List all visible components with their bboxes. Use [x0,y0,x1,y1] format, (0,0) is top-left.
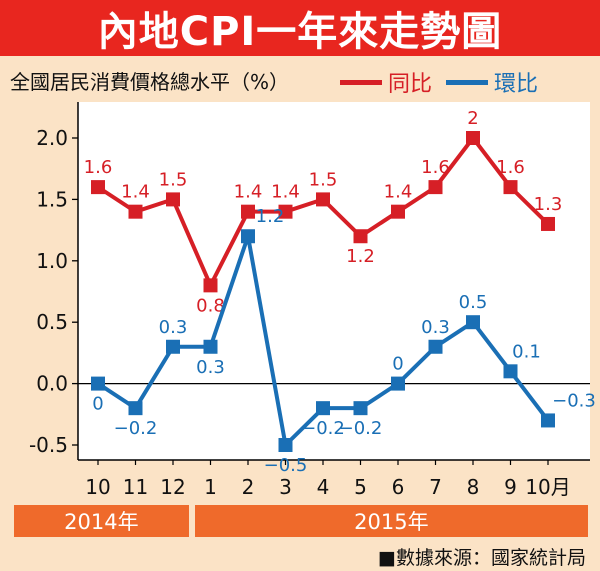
mom-data-label: 0 [392,354,403,375]
mom-data-label: 0 [92,394,103,415]
mom-data-label: −0.3 [552,390,596,411]
mom-point [241,229,255,244]
mom-data-label: 0.1 [512,341,541,362]
yoy-point [428,180,443,195]
legend-label-mom: 環比 [494,72,539,97]
mom-point [428,339,443,354]
yoy-data-label: 1.6 [496,157,525,178]
yoy-data-label: 1.4 [271,182,300,203]
y-tick-label: -0.5 [29,433,68,457]
yoy-point [466,131,480,145]
mom-data-label: 0.5 [459,292,488,313]
x-tick-label: 9 [504,475,517,499]
mom-data-label: 0.3 [421,317,450,338]
yoy-data-label: 1.3 [534,194,563,215]
mom-data-label: 0.3 [159,317,188,338]
legend-swatch-yoy [340,79,382,85]
mom-point [128,401,143,416]
source-note: ■數據來源：國家統計局 [378,547,586,569]
yoy-point [541,216,555,231]
y-tick-label: 0.0 [36,372,68,396]
yoy-point [316,192,330,207]
y-tick-label: 1.0 [36,249,68,273]
mom-point [541,413,555,428]
yoy-point [391,204,405,219]
yoy-point [128,204,143,219]
mom-point [391,376,405,391]
mom-point [316,401,330,416]
x-tick-label: 11 [123,475,148,499]
legend-item-mom: 環比 [446,66,538,98]
yoy-data-label: 1.6 [421,157,450,178]
x-tick-label: 6 [392,475,405,499]
yoy-data-label: 1.5 [159,169,188,190]
mom-point [353,401,368,416]
mom-point [203,339,218,354]
x-tick-label: 7 [429,475,442,499]
y-tick-label: 1.5 [36,187,68,211]
mom-data-label: −0.2 [301,418,345,439]
yoy-data-label: 1.6 [84,157,113,178]
yoy-data-label: 1.2 [346,246,375,267]
yoy-data-label: 1.5 [309,169,338,190]
mom-data-label: 1.2 [256,206,285,227]
mom-point [91,376,105,391]
x-tick-label: 1 [204,475,217,499]
y-tick-label: 0.5 [36,310,68,334]
y-tick-label: 2.0 [36,126,68,150]
legend: 同比 環比 [340,66,552,98]
mom-point [278,438,293,452]
yoy-data-label: 1.4 [384,182,413,203]
yoy-point [503,180,518,195]
x-tick-label: 8 [467,475,480,499]
plot-area [78,102,590,460]
x-tick-label: 3 [279,475,292,499]
x-tick-label: 10 [85,475,110,499]
x-tick-label: 12 [160,475,185,499]
legend-swatch-mom [446,79,489,85]
year-band-2015: 2015年 [194,505,588,537]
yoy-data-label: 2 [467,108,478,129]
mom-data-label: −0.2 [114,418,158,439]
x-tick-label: 10月 [525,475,570,499]
yoy-point [241,204,255,219]
x-tick-label: 5 [354,475,367,499]
yoy-data-label: 0.8 [196,295,225,316]
legend-item-yoy: 同比 [340,66,432,98]
legend-label-yoy: 同比 [388,72,433,97]
mom-point [166,339,180,354]
yoy-point [353,229,368,244]
year-band-2014: 2014年 [14,505,189,537]
title-bar: 內地CPI一年來走勢圖 [0,0,600,56]
mom-point [503,364,518,379]
x-tick-label: 2 [242,475,255,499]
yoy-point [166,192,180,207]
yoy-point [91,180,105,195]
mom-data-label: 0.3 [196,357,225,378]
mom-data-label: −0.2 [339,418,383,439]
chart-title: 內地CPI一年來走勢圖 [97,9,503,55]
yoy-data-label: 1.4 [234,182,263,203]
yoy-data-label: 1.4 [121,182,150,203]
yoy-point [278,204,293,219]
yoy-series-line [96,136,550,288]
yoy-point [203,278,218,293]
cpi-line-chart: 2.01.51.00.50.0-0.510 11 12 1 2 3 4 5 6 7 8 9 10月1.6… [29,102,596,499]
x-tick-label: 4 [317,475,330,499]
mom-data-label: −0.5 [264,455,308,476]
y-axis-label: 全國居民消費價格總水平（%） [10,70,290,94]
mom-point [466,315,480,330]
